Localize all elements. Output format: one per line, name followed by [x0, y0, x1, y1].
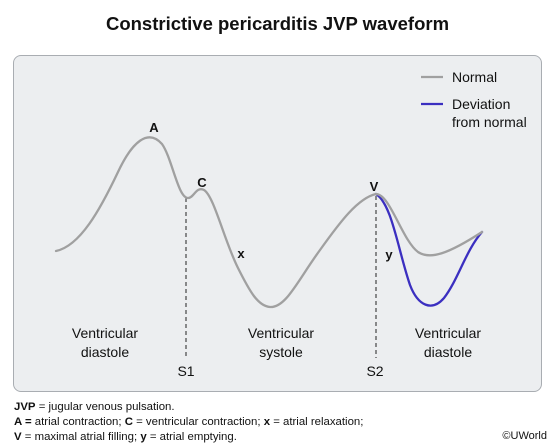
footer-c-def: = ventricular contraction;	[132, 416, 264, 428]
deviation-curve	[374, 192, 484, 307]
phase-diastole-2-line1: Ventricular	[415, 325, 481, 341]
legend-deviation-label-line2: from normal	[452, 114, 527, 130]
s1-label: S1	[177, 363, 194, 379]
footer-a-term: A =	[14, 416, 32, 428]
wave-label-x: x	[237, 246, 245, 261]
wave-label-c: C	[197, 175, 207, 190]
footer-line-2: A = atrial contraction; C = ventricular …	[14, 415, 363, 429]
footer-v-term: V	[14, 431, 22, 443]
footer-line-3: V = maximal atrial filling; y = atrial e…	[14, 430, 237, 444]
footer-v-def: = maximal atrial filling;	[21, 431, 141, 443]
wave-label-y: y	[385, 247, 393, 262]
phase-diastole-1-line2: diastole	[81, 344, 129, 360]
legend-normal-label: Normal	[452, 69, 497, 85]
footer-line-1: JVP = jugular venous pulsation.	[14, 400, 175, 414]
legend-deviation-label-line1: Deviation	[452, 96, 510, 112]
diagram-panel	[13, 55, 542, 392]
normal-curve	[54, 136, 484, 309]
footer-y-def: = atrial emptying.	[146, 431, 237, 443]
phase-systole-line2: systole	[259, 344, 303, 360]
footer-c-term: C	[124, 416, 133, 428]
s2-label: S2	[366, 363, 383, 379]
copyright-credit: ©UWorld	[502, 430, 547, 442]
footer-jvp-term: JVP	[14, 401, 36, 413]
wave-label-v: V	[370, 179, 379, 194]
footer-x-term: x	[263, 416, 271, 428]
footer-x-def: = atrial relaxation;	[270, 416, 364, 428]
footer-a-def: atrial contraction;	[31, 416, 125, 428]
footer-y-term: y	[140, 431, 147, 443]
phase-diastole-1-line1: Ventricular	[72, 325, 138, 341]
footer-jvp-def: = jugular venous pulsation.	[35, 401, 175, 413]
wave-label-a: A	[149, 120, 159, 135]
figure-title: Constrictive pericarditis JVP waveform	[105, 13, 450, 34]
phase-systole-line1: Ventricular	[248, 325, 314, 341]
phase-diastole-2-line2: diastole	[424, 344, 472, 360]
